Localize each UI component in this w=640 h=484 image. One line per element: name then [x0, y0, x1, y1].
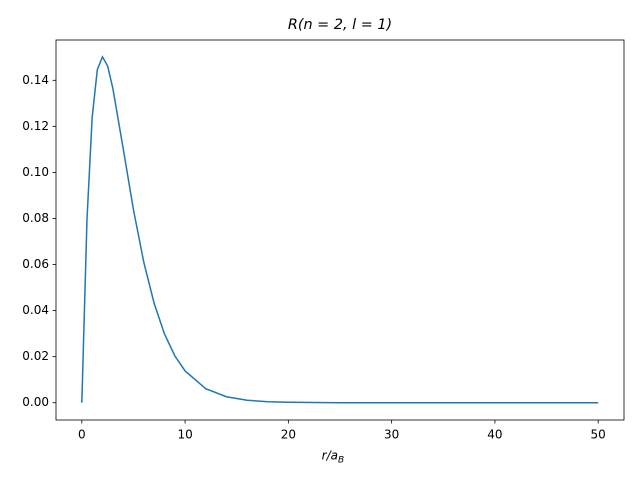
x-tick-label: 50 — [591, 428, 606, 442]
y-tick-label: 0.00 — [22, 395, 49, 409]
y-tick-label: 0.04 — [22, 303, 49, 317]
x-tick-label: 10 — [177, 428, 192, 442]
y-tick-label: 0.12 — [22, 119, 49, 133]
x-axis-label: r/a — [322, 449, 338, 463]
x-tick-label: 0 — [78, 428, 86, 442]
axes-frame — [55, 39, 625, 421]
data-line — [81, 55, 599, 404]
y-tick-label: 0.08 — [22, 211, 49, 225]
x-tick-label: 30 — [384, 428, 399, 442]
x-tick-label: 20 — [281, 428, 296, 442]
chart-title: R(n = 2, l = 1) — [288, 17, 392, 33]
y-tick-label: 0.02 — [22, 349, 49, 363]
y-tick-label: 0.06 — [22, 257, 49, 271]
y-tick-label: 0.10 — [22, 165, 49, 179]
x-axis-label-subscript: B — [338, 456, 344, 466]
x-tick-label: 40 — [487, 428, 502, 442]
y-tick-label: 0.14 — [22, 73, 49, 87]
